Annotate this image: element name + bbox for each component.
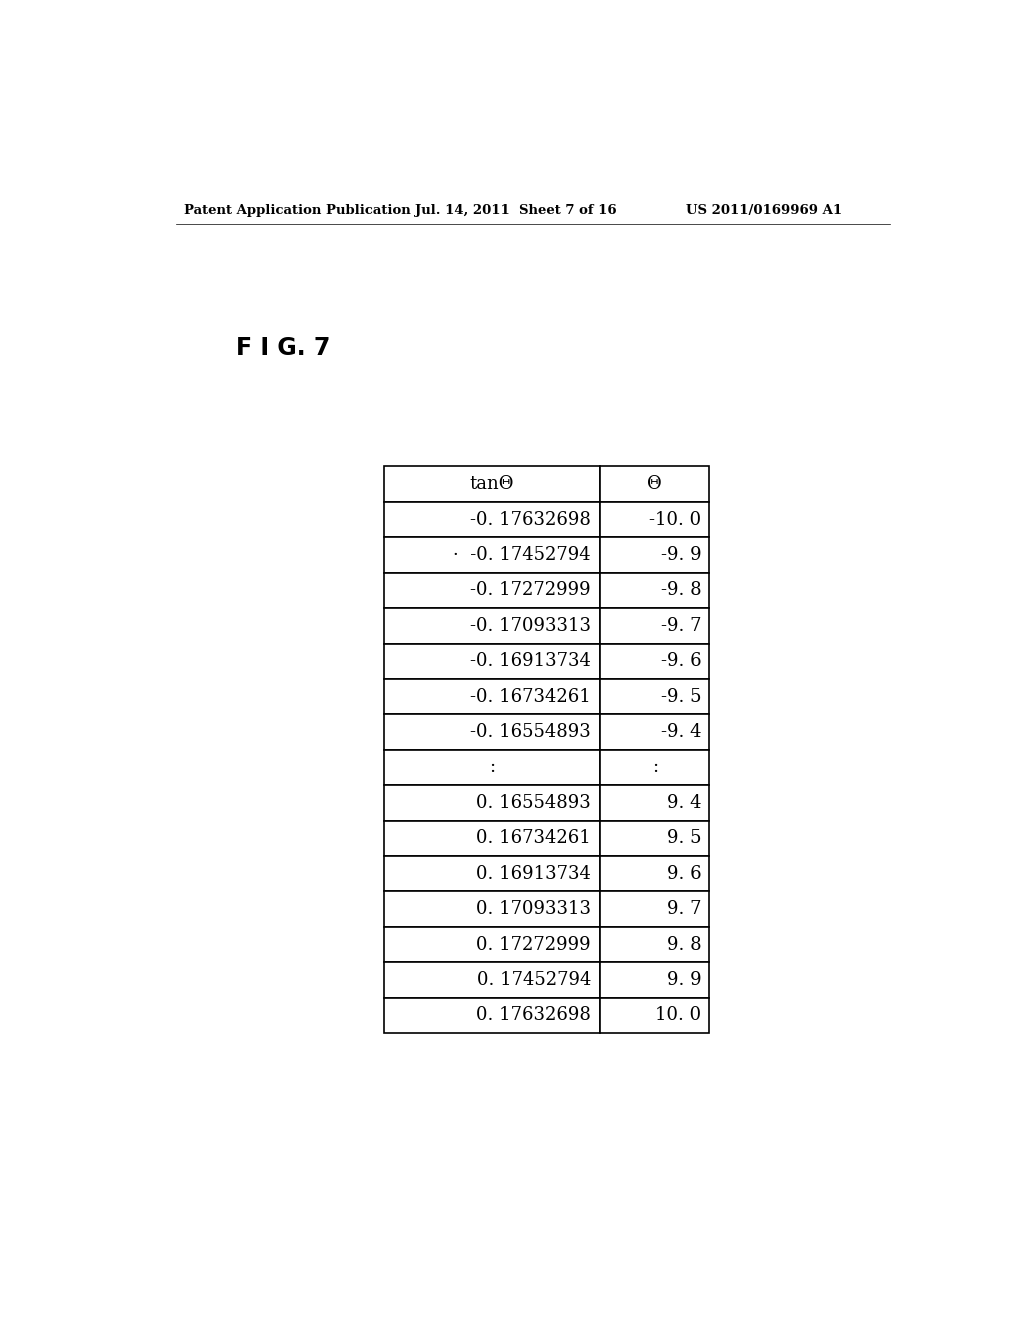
- Bar: [600, 502, 710, 537]
- Text: tanΘ: tanΘ: [470, 475, 514, 494]
- Text: 9. 7: 9. 7: [667, 900, 701, 919]
- Bar: [600, 573, 710, 609]
- Text: US 2011/0169969 A1: US 2011/0169969 A1: [686, 203, 842, 216]
- Text: :: :: [651, 759, 657, 776]
- Text: Θ: Θ: [647, 475, 663, 494]
- Text: :: :: [488, 759, 495, 776]
- Bar: [600, 927, 710, 962]
- Text: Patent Application Publication: Patent Application Publication: [183, 203, 411, 216]
- Bar: [600, 891, 710, 927]
- Bar: [384, 502, 600, 537]
- Bar: [384, 857, 600, 891]
- Bar: [600, 537, 710, 573]
- Text: -9. 5: -9. 5: [662, 688, 701, 706]
- Text: -0. 16913734: -0. 16913734: [470, 652, 591, 671]
- Bar: [384, 644, 600, 678]
- Bar: [384, 750, 600, 785]
- Bar: [600, 857, 710, 891]
- Bar: [600, 678, 710, 714]
- Text: -0. 17632698: -0. 17632698: [470, 511, 591, 528]
- Bar: [600, 466, 710, 502]
- Text: 9. 9: 9. 9: [667, 972, 701, 989]
- Text: Jul. 14, 2011  Sheet 7 of 16: Jul. 14, 2011 Sheet 7 of 16: [415, 203, 616, 216]
- Bar: [384, 785, 600, 821]
- Bar: [384, 609, 600, 644]
- Text: -0. 16554893: -0. 16554893: [470, 723, 591, 741]
- Text: 0. 16554893: 0. 16554893: [476, 793, 591, 812]
- Text: ·  -0. 17452794: · -0. 17452794: [454, 546, 591, 564]
- Bar: [384, 998, 600, 1034]
- Bar: [600, 821, 710, 857]
- Bar: [384, 714, 600, 750]
- Text: 0. 17452794: 0. 17452794: [476, 972, 591, 989]
- Text: 10. 0: 10. 0: [655, 1006, 701, 1024]
- Bar: [600, 714, 710, 750]
- Text: -9. 6: -9. 6: [660, 652, 701, 671]
- Text: 0. 17632698: 0. 17632698: [476, 1006, 591, 1024]
- Text: F I G. 7: F I G. 7: [237, 335, 331, 360]
- Text: -9. 4: -9. 4: [662, 723, 701, 741]
- Bar: [384, 537, 600, 573]
- Text: -9. 7: -9. 7: [662, 616, 701, 635]
- Bar: [384, 891, 600, 927]
- Text: -9. 8: -9. 8: [660, 581, 701, 599]
- Bar: [600, 609, 710, 644]
- Text: 0. 17093313: 0. 17093313: [476, 900, 591, 919]
- Bar: [600, 962, 710, 998]
- Bar: [600, 785, 710, 821]
- Text: 0. 16913734: 0. 16913734: [476, 865, 591, 883]
- Text: 0. 16734261: 0. 16734261: [476, 829, 591, 847]
- Bar: [384, 466, 600, 502]
- Text: -10. 0: -10. 0: [649, 511, 701, 528]
- Bar: [384, 573, 600, 609]
- Bar: [600, 998, 710, 1034]
- Bar: [384, 962, 600, 998]
- Text: 9. 4: 9. 4: [667, 793, 701, 812]
- Text: 9. 8: 9. 8: [667, 936, 701, 953]
- Text: 0. 17272999: 0. 17272999: [476, 936, 591, 953]
- Text: -9. 9: -9. 9: [660, 546, 701, 564]
- Bar: [600, 750, 710, 785]
- Text: 9. 6: 9. 6: [667, 865, 701, 883]
- Text: -0. 16734261: -0. 16734261: [470, 688, 591, 706]
- Bar: [384, 821, 600, 857]
- Text: -0. 17272999: -0. 17272999: [470, 581, 591, 599]
- Bar: [600, 644, 710, 678]
- Bar: [384, 678, 600, 714]
- Bar: [384, 927, 600, 962]
- Text: 9. 5: 9. 5: [667, 829, 701, 847]
- Text: -0. 17093313: -0. 17093313: [470, 616, 591, 635]
